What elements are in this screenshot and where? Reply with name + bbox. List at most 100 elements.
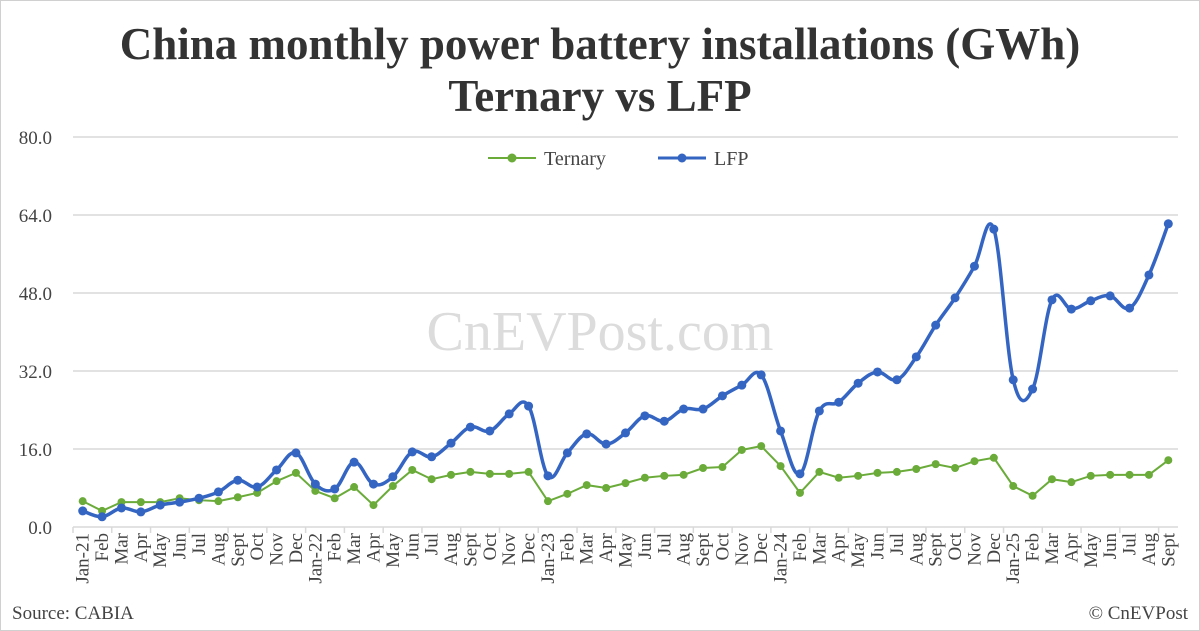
data-point-ternary <box>78 497 87 506</box>
x-tick-label: Jul <box>422 533 443 555</box>
data-point-lfp <box>291 448 301 458</box>
x-tick-label: Mar <box>344 532 365 564</box>
data-point-ternary <box>621 479 630 488</box>
x-tick-label: Nov <box>964 533 985 566</box>
data-point-lfp <box>1163 219 1173 229</box>
legend-label-ternary: Ternary <box>544 148 606 170</box>
x-tick-label: Jul <box>189 533 210 555</box>
data-point-lfp <box>1086 296 1096 306</box>
data-point-lfp <box>659 416 669 426</box>
data-point-lfp <box>97 512 107 522</box>
data-point-lfp <box>834 397 844 407</box>
x-tick-label: Dec <box>286 533 307 564</box>
x-tick-label: May <box>150 533 171 568</box>
data-point-ternary <box>795 488 804 497</box>
x-tick-label: Sept <box>926 532 947 567</box>
legend-marker-ternary <box>507 153 517 163</box>
data-point-ternary <box>1106 470 1115 479</box>
series-line-lfp <box>82 222 1170 519</box>
data-point-lfp <box>756 370 766 380</box>
data-point-lfp <box>116 503 126 513</box>
data-point-lfp <box>814 406 824 416</box>
data-point-lfp <box>776 426 786 436</box>
x-tick-label: Aug <box>1139 533 1160 566</box>
data-point-ternary <box>873 468 882 477</box>
data-point-lfp <box>543 471 553 481</box>
chart-title-line1: China monthly power battery installation… <box>119 19 1081 69</box>
x-tick-label: Feb <box>92 533 113 562</box>
x-tick-label: Nov <box>732 533 753 566</box>
data-point-lfp <box>213 487 223 497</box>
data-point-lfp <box>524 401 534 411</box>
data-point-lfp <box>330 484 340 494</box>
data-point-ternary <box>1164 456 1173 465</box>
x-tick-label: Feb <box>1023 533 1044 562</box>
source-note: Source: CABIA <box>12 603 134 624</box>
data-point-lfp <box>194 493 204 503</box>
data-point-ternary <box>854 471 863 480</box>
x-tick-label: Aug <box>674 533 695 566</box>
data-point-ternary <box>989 453 998 462</box>
x-tick-label: Mar <box>1042 532 1063 564</box>
data-point-lfp <box>621 428 630 438</box>
data-point-ternary <box>1047 475 1056 484</box>
data-point-ternary <box>892 467 901 476</box>
x-tick-label: Jun <box>402 533 423 560</box>
data-point-lfp <box>582 429 592 439</box>
legend-label-lfp: LFP <box>714 148 748 170</box>
data-point-lfp <box>485 426 495 436</box>
data-point-ternary <box>350 483 359 492</box>
data-point-lfp <box>950 293 960 303</box>
x-tick-label: Dec <box>519 533 540 564</box>
y-tick-label: 64.0 <box>19 206 52 227</box>
x-tick-label: Jan-25 <box>1003 533 1024 584</box>
x-tick-label: Apr <box>829 532 850 562</box>
x-tick-label: Oct <box>945 532 966 560</box>
data-point-lfp <box>349 457 359 467</box>
data-point-lfp <box>407 447 417 457</box>
x-tick-label: Apr <box>596 532 617 562</box>
data-point-ternary <box>233 493 242 502</box>
data-point-lfp <box>427 452 437 462</box>
x-tick-label: Jan-22 <box>305 533 326 584</box>
x-tick-label: Jun <box>635 533 656 560</box>
data-point-lfp <box>698 404 708 414</box>
data-point-ternary <box>1144 470 1153 479</box>
data-point-lfp <box>1028 384 1038 394</box>
data-point-lfp <box>504 409 514 419</box>
x-tick-label: Oct <box>712 532 733 560</box>
data-point-ternary <box>660 471 669 480</box>
data-point-ternary <box>1086 471 1095 480</box>
x-tick-label: Sept <box>1158 532 1179 567</box>
data-point-ternary <box>563 489 572 498</box>
x-tick-label: Aug <box>906 533 927 566</box>
data-point-ternary <box>311 486 320 495</box>
y-tick-label: 80.0 <box>19 128 52 149</box>
x-tick-label: Feb <box>790 533 811 562</box>
series-line-ternary <box>82 444 1169 513</box>
data-point-lfp <box>368 479 378 489</box>
data-point-ternary <box>679 470 688 479</box>
data-point-lfp <box>175 497 185 507</box>
data-point-lfp <box>272 465 282 475</box>
data-point-ternary <box>408 465 417 474</box>
data-point-ternary <box>776 462 785 471</box>
data-point-lfp <box>562 448 572 458</box>
y-tick-label: 48.0 <box>19 284 52 305</box>
x-tick-label: May <box>383 533 404 568</box>
data-point-lfp <box>892 375 902 385</box>
x-tick-label: Jun <box>170 533 191 560</box>
x-tick-label: Aug <box>441 533 462 566</box>
data-point-ternary <box>931 460 940 469</box>
x-tick-label: Nov <box>499 533 520 566</box>
watermark: CnEVPost.com <box>427 301 774 363</box>
x-tick-label: Feb <box>325 533 346 562</box>
x-tick-label: May <box>616 533 637 568</box>
x-tick-label: Sept <box>228 532 249 567</box>
legend-marker-lfp <box>677 153 687 163</box>
data-point-ternary <box>815 467 824 476</box>
data-point-ternary <box>427 475 436 484</box>
data-point-lfp <box>601 439 611 449</box>
data-point-lfp <box>1144 270 1154 280</box>
